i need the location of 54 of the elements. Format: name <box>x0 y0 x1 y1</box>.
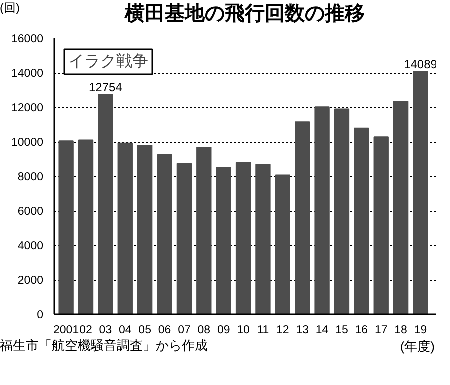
x-tick-label: 16 <box>355 324 368 336</box>
x-tick-label: 18 <box>394 324 408 336</box>
bar <box>78 140 94 314</box>
x-tick-label: 07 <box>178 324 191 336</box>
y-tick-label: 16000 <box>12 34 44 46</box>
x-tick-label: 19 <box>414 324 428 336</box>
x-tick-label: 11 <box>257 324 270 336</box>
bar <box>393 101 409 314</box>
y-tick-label: 12000 <box>12 102 44 114</box>
bar <box>354 128 370 314</box>
x-tick-label: 12 <box>276 324 290 336</box>
x-tick-label: 05 <box>138 324 152 336</box>
y-tick-label: 6000 <box>18 206 44 218</box>
bar <box>413 70 428 314</box>
bar <box>118 142 133 314</box>
y-tick-label: 0 <box>37 310 44 322</box>
bar <box>295 122 310 314</box>
data-label: 14089 <box>404 57 438 72</box>
bar <box>275 174 290 314</box>
bar <box>157 154 172 314</box>
bar <box>236 162 252 314</box>
x-tick-label: 06 <box>158 324 172 336</box>
bar <box>374 136 389 314</box>
bar <box>58 140 74 314</box>
bar <box>137 144 153 314</box>
x-tick-label: 08 <box>198 324 211 336</box>
bar <box>314 106 330 314</box>
data-label: 12754 <box>89 80 123 94</box>
y-tick-label: 14000 <box>12 68 44 80</box>
chart-title: 横田基地の飛行回数の推移 <box>125 2 365 27</box>
bar <box>98 94 114 314</box>
y-tick-label: 2000 <box>18 275 44 287</box>
x-tick-label: 14 <box>316 324 330 336</box>
bar <box>256 164 271 314</box>
x-tick-label: 04 <box>118 324 132 336</box>
x-tick-label: 17 <box>374 324 388 336</box>
annotation: イラク戦争 <box>68 52 148 70</box>
y-tick-label: 4000 <box>18 240 44 252</box>
bar <box>176 163 192 314</box>
y-axis-title: (回) <box>0 0 20 17</box>
bar <box>196 147 212 314</box>
x-tick-label: 02 <box>80 324 92 336</box>
x-axis-title: (年度) <box>400 338 435 356</box>
y-tick-label: 10000 <box>12 137 44 149</box>
x-tick-label: 09 <box>217 324 230 336</box>
x-tick-label: 15 <box>336 324 348 336</box>
text: 福生市「航空機騒音調査」から作成 <box>0 338 208 356</box>
x-tick-label: 10 <box>237 324 250 336</box>
x-tick-label: 2001 <box>54 324 80 336</box>
x-tick-label: 03 <box>99 324 112 336</box>
bar <box>216 167 232 314</box>
y-tick-label: 8000 <box>18 172 44 184</box>
x-tick-label: 13 <box>296 324 310 336</box>
bar <box>334 108 350 314</box>
